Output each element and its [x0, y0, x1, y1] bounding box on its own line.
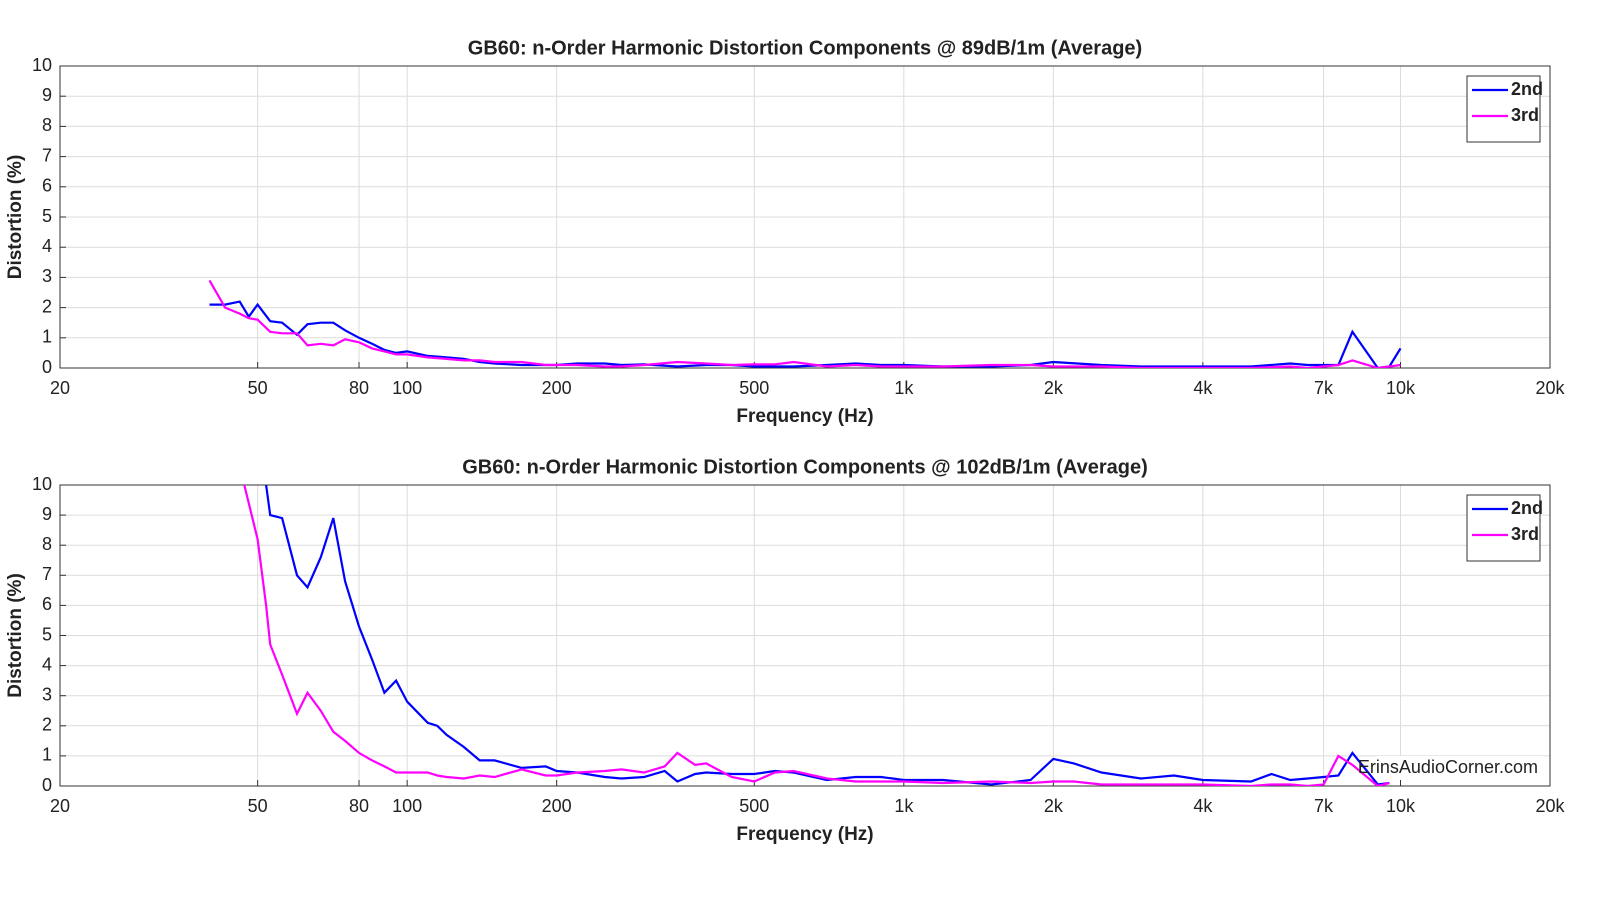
y-tick-label: 7: [42, 145, 52, 165]
y-tick-label: 2: [42, 715, 52, 735]
x-axis-label: Frequency (Hz): [736, 824, 873, 845]
x-tick-label: 20k: [1535, 796, 1565, 816]
x-tick-label: 200: [542, 378, 572, 398]
x-tick-label: 2k: [1044, 796, 1064, 816]
y-tick-label: 3: [42, 684, 52, 704]
legend-label: 2nd: [1511, 498, 1543, 518]
y-tick-label: 9: [42, 85, 52, 105]
annotation-bg: [1377, 756, 1543, 780]
x-tick-label: 50: [248, 378, 268, 398]
x-tick-label: 4k: [1193, 796, 1213, 816]
chart-title: GB60: n-Order Harmonic Distortion Compon…: [468, 37, 1142, 59]
y-tick-label: 6: [42, 594, 52, 614]
y-tick-label: 1: [42, 745, 52, 765]
x-tick-label: 20: [50, 378, 70, 398]
y-tick-label: 10: [32, 55, 52, 75]
x-tick-label: 200: [542, 796, 572, 816]
axes-box: [59, 484, 1551, 787]
legend-label: 3rd: [1511, 105, 1539, 125]
y-tick-label: 9: [42, 504, 52, 524]
legend-label: 3rd: [1511, 524, 1539, 544]
legend-label: 2nd: [1511, 79, 1543, 99]
x-tick-label: 1k: [894, 796, 914, 816]
x-tick-label: 7k: [1314, 796, 1334, 816]
series-line: [243, 485, 1390, 786]
y-tick-label: 0: [42, 357, 52, 377]
y-tick-label: 5: [42, 624, 52, 644]
x-axis-label: Frequency (Hz): [736, 406, 873, 427]
y-tick-label: 4: [42, 654, 52, 674]
x-tick-label: 50: [248, 796, 268, 816]
x-tick-label: 20k: [1535, 378, 1565, 398]
y-tick-label: 8: [42, 115, 52, 135]
y-tick-label: 1: [42, 327, 52, 347]
annotation: ErinsAudioCorner.com: [1358, 757, 1538, 777]
y-tick-label: 7: [42, 564, 52, 584]
x-tick-label: 10k: [1386, 796, 1416, 816]
x-tick-label: 1k: [894, 378, 914, 398]
legend-box: [1466, 75, 1541, 143]
x-tick-label: 500: [739, 378, 769, 398]
y-tick-label: 5: [42, 206, 52, 226]
y-tick-label: 6: [42, 176, 52, 196]
series-line: [208, 279, 1401, 368]
x-tick-label: 80: [349, 378, 369, 398]
series-line: [265, 485, 1390, 786]
x-tick-label: 10k: [1386, 378, 1416, 398]
y-tick-label: 8: [42, 534, 52, 554]
y-tick-label: 2: [42, 296, 52, 316]
y-tick-label: 0: [42, 775, 52, 795]
y-tick-label: 3: [42, 266, 52, 286]
x-tick-label: 500: [739, 796, 769, 816]
chart-title: GB60: n-Order Harmonic Distortion Compon…: [462, 456, 1148, 478]
x-tick-label: 100: [392, 796, 422, 816]
x-tick-label: 4k: [1193, 378, 1213, 398]
x-tick-label: 7k: [1314, 378, 1334, 398]
x-tick-label: 100: [392, 378, 422, 398]
x-tick-label: 80: [349, 796, 369, 816]
y-axis-label: Distortion (%): [5, 573, 26, 698]
x-tick-label: 2k: [1044, 378, 1064, 398]
y-axis-label: Distortion (%): [5, 155, 26, 280]
y-tick-label: 4: [42, 236, 52, 256]
axes-box: [59, 65, 1551, 369]
x-tick-label: 20: [50, 796, 70, 816]
y-tick-label: 10: [32, 474, 52, 494]
legend-box: [1466, 494, 1541, 562]
